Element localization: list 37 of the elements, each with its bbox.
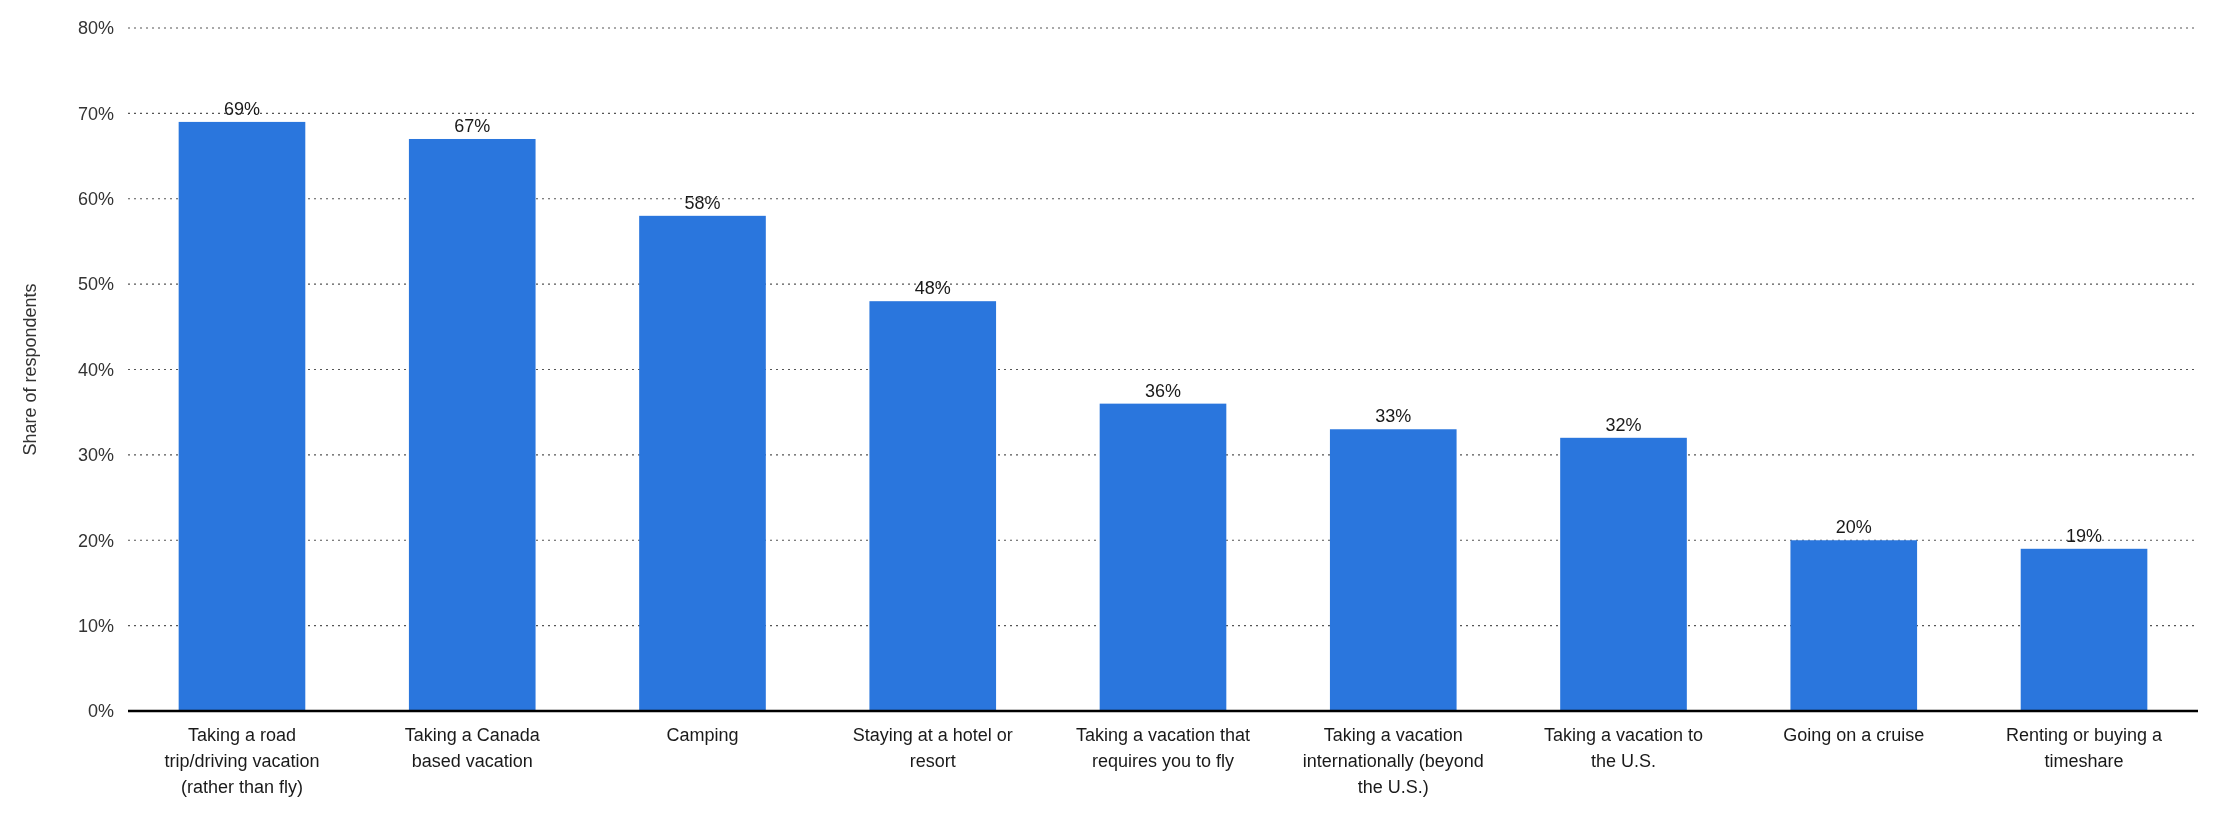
y-tick-label: 70% [77,103,114,124]
y-tick-label: 20% [77,530,114,551]
data-label: 19% [2066,525,2103,546]
data-label: 48% [914,278,951,299]
bar [639,215,766,711]
y-tick-label: 0% [87,701,114,722]
data-label: 58% [684,192,721,213]
bar [2020,548,2148,711]
bar [178,121,306,711]
x-tick-label: Renting or buying a timeshare [2005,725,2164,771]
bar [1329,429,1457,711]
x-tick-label: Taking a road trip/driving vacation (rather than fly) [164,725,320,797]
data-label: 32% [1605,414,1642,435]
x-tick-label: Staying at a hotel or resort [852,725,1013,771]
data-label: 36% [1144,380,1182,401]
data-label: 69% [223,98,260,119]
x-tick-label: Camping [666,725,739,745]
x-tick-label: Taking a vacation internationally (beyond the U.S.) [1302,725,1484,797]
y-tick-label: 40% [77,359,114,380]
x-tick-label: Going on a cruise [1783,725,1925,745]
bar [1099,403,1227,711]
y-tick-label: 10% [77,615,114,636]
x-tick-label: Taking a Canada based vacation [404,725,541,771]
x-tick-label: Taking a vacation that requires you to fly [1075,725,1251,771]
bar [869,301,997,711]
data-label: 33% [1375,406,1412,427]
y-tick-label: 80% [77,18,114,39]
y-tick-label: 60% [77,189,114,210]
y-axis-title: Share of respondents [20,283,40,456]
y-tick-label: 30% [77,445,114,466]
data-label: 20% [1835,517,1872,538]
x-tick-label: Taking a vacation to the U.S. [1543,725,1704,771]
bar [1560,437,1687,711]
data-label: 67% [454,115,491,136]
bar [408,138,536,711]
y-tick-label: 50% [77,274,114,295]
bar [1790,540,1918,711]
